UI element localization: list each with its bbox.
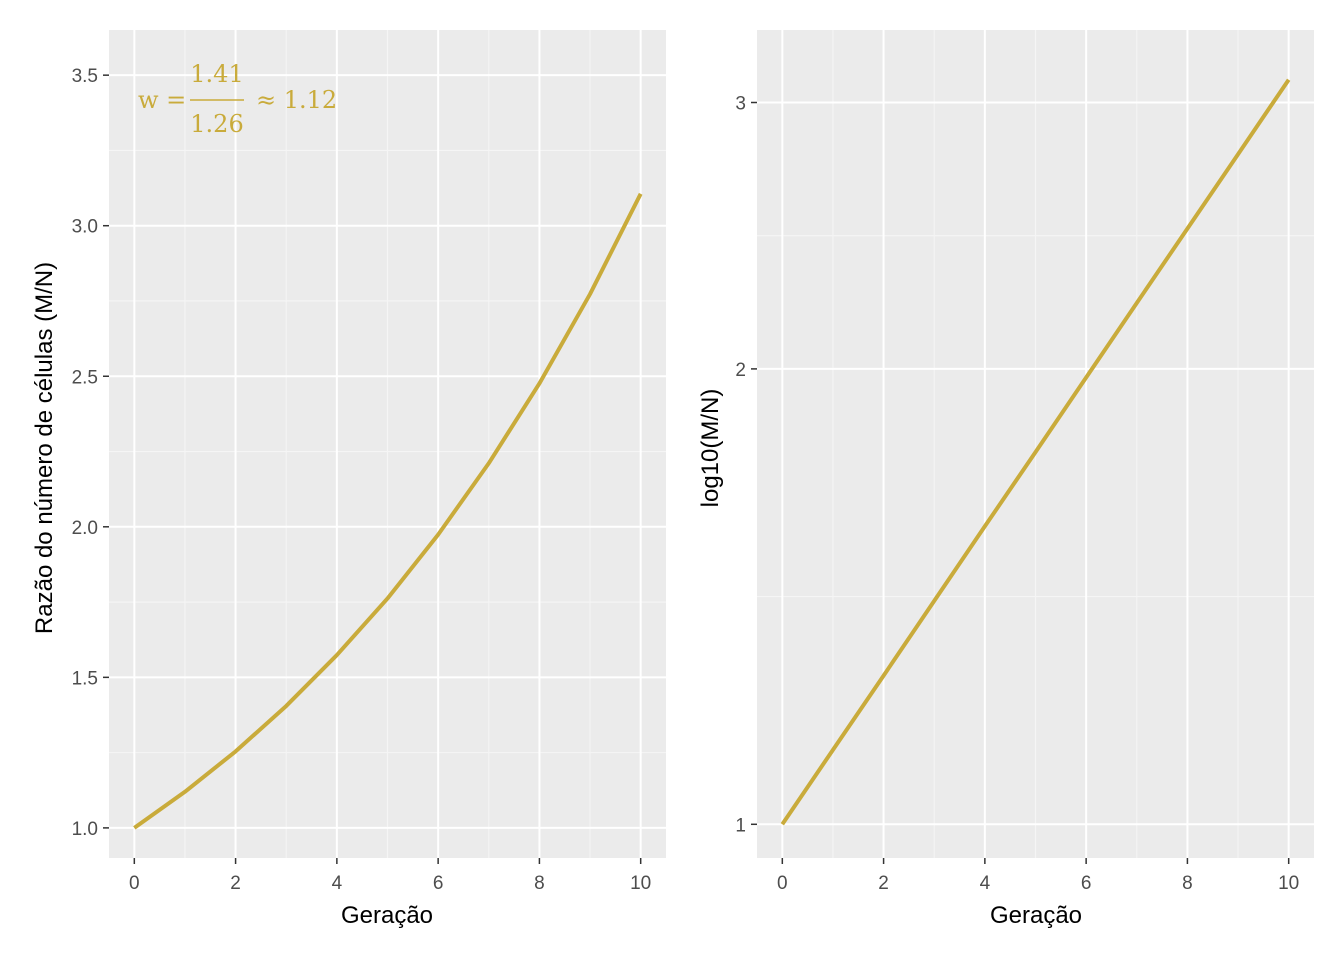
x-axis: 0 2 4 6 8 10 (129, 858, 651, 894)
x-tick-label: 0 (129, 873, 140, 894)
y-axis: 1 2 3 (735, 93, 757, 836)
x-tick-label: 4 (980, 873, 991, 894)
x-tick-label: 4 (332, 873, 343, 894)
y-tick-label: 2 (735, 360, 746, 381)
x-tick-label: 10 (630, 873, 651, 894)
series-line (133, 192, 643, 830)
x-axis-title: Geração (990, 902, 1082, 929)
y-tick-label: 3.0 (72, 217, 98, 238)
y-tick-label: 1 (735, 815, 746, 836)
y-axis-title: Razão do número de células (M/N) (31, 262, 58, 634)
series-line (780, 78, 1291, 826)
y-axis-title: log10(M/N) (697, 389, 724, 508)
grid (109, 30, 666, 858)
x-tick-label: 0 (777, 873, 788, 894)
x-tick-label: 2 (230, 873, 241, 894)
x-tick-label: 6 (1081, 873, 1092, 894)
y-tick-label: 2.0 (72, 518, 98, 539)
annotation-rhs: ≈ 1.12 (256, 86, 337, 114)
y-axis: 1.0 1.5 2.0 2.5 3.0 3.5 (72, 66, 109, 840)
right-panel: 0 2 4 6 8 10 123 Geração log10(M/N) (697, 30, 1314, 929)
x-tick-label: 8 (534, 873, 545, 894)
series (133, 192, 643, 830)
x-axis-title: Geração (341, 902, 433, 929)
x-axis: 0 2 4 6 8 10 (777, 858, 1299, 894)
y-tick-label: 1.0 (72, 819, 98, 840)
fitness-annotation: w = 1.41 1.26 ≈ 1.12 (138, 60, 337, 138)
x-tick-label: 8 (1182, 873, 1193, 894)
series (780, 78, 1291, 826)
y-tick-label: 1.5 (72, 668, 98, 689)
annotation-numerator: 1.41 (190, 60, 243, 88)
y-tick-label: 3 (735, 93, 746, 114)
y-tick-label: 3.5 (72, 66, 98, 87)
grid (757, 30, 1314, 858)
left-panel: 0 2 4 6 8 10 1.0 1.5 2.0 2.5 3.0 3.5 Geração Razão… (31, 30, 666, 929)
x-tick-label: 10 (1278, 873, 1299, 894)
x-tick-label: 6 (433, 873, 444, 894)
annotation-denominator: 1.26 (190, 110, 243, 138)
y-tick-label: 2.5 (72, 367, 98, 388)
x-tick-label: 2 (878, 873, 889, 894)
annotation-lhs: w = (138, 86, 186, 114)
